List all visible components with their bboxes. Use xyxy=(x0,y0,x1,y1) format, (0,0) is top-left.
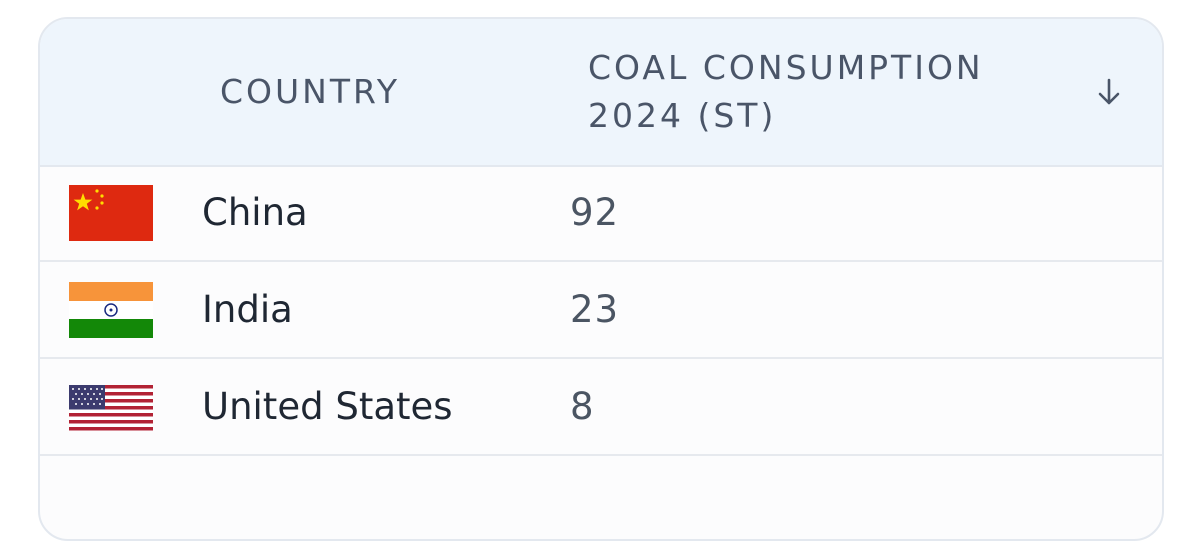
country-name: India xyxy=(202,288,293,331)
flag-china xyxy=(69,185,153,241)
sort-arrow[interactable] xyxy=(1096,77,1122,107)
flag-india xyxy=(69,282,153,338)
flag-usa xyxy=(69,385,153,431)
coal-value: 8 xyxy=(570,385,595,428)
table-row: China 92 xyxy=(40,165,1162,262)
table-row: India 23 xyxy=(40,262,1162,359)
table-card: COUNTRY COAL CONSUMPTION 2024 (ST) China… xyxy=(38,17,1164,541)
country-name: China xyxy=(202,191,308,234)
country-name: United States xyxy=(202,385,453,428)
header-coal[interactable]: COAL CONSUMPTION 2024 (ST) xyxy=(588,48,984,135)
table-row: United States 8 xyxy=(40,359,1162,456)
page: COUNTRY COAL CONSUMPTION 2024 (ST) China… xyxy=(38,17,1164,541)
coal-value: 92 xyxy=(570,191,620,234)
table-header: COUNTRY COAL CONSUMPTION 2024 (ST) xyxy=(40,19,1162,167)
coal-value: 23 xyxy=(570,288,620,331)
header-country[interactable]: COUNTRY xyxy=(220,72,400,111)
